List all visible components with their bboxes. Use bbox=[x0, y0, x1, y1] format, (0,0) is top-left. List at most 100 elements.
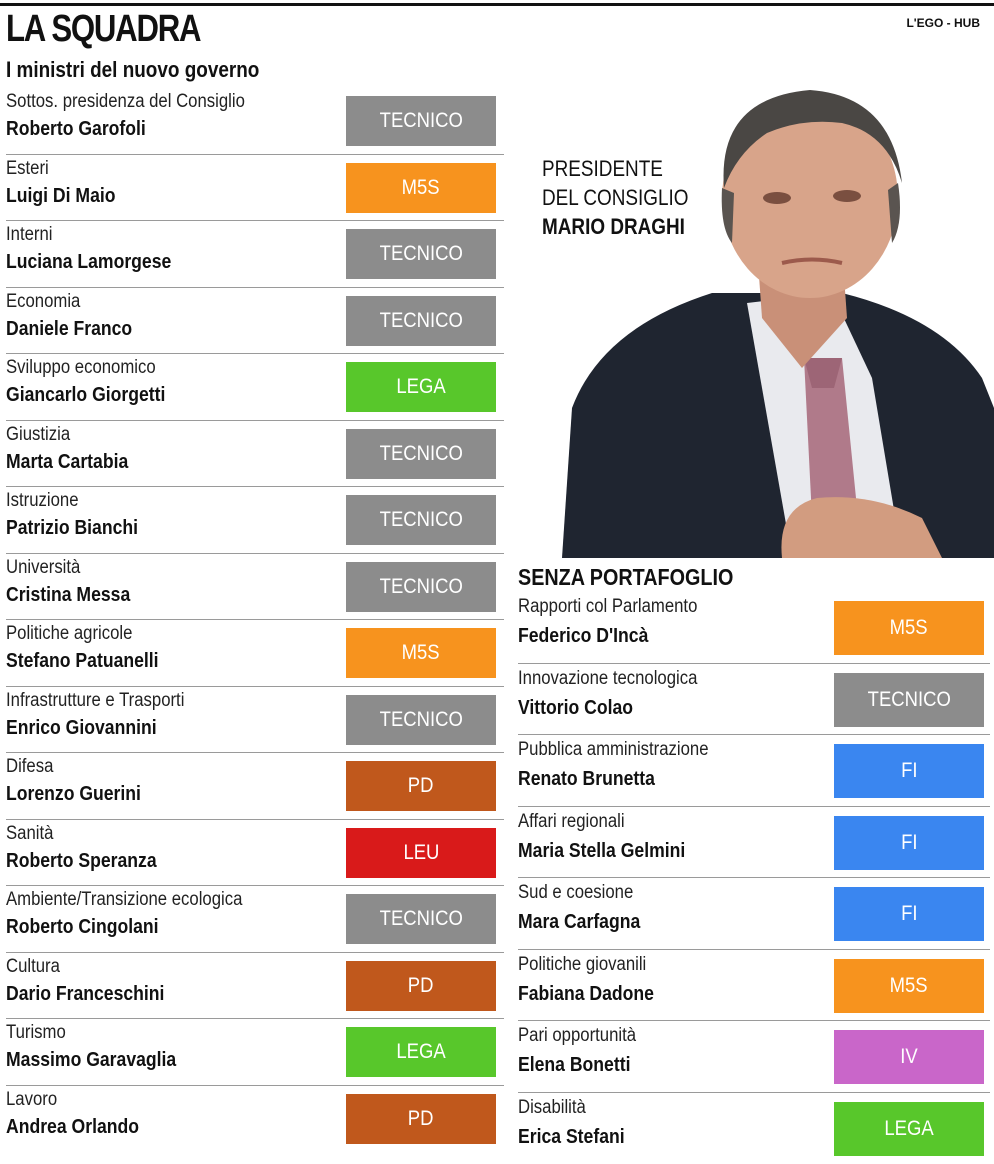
party-label: TECNICO bbox=[379, 508, 462, 532]
minister-name: Maria Stella Gelmini bbox=[518, 840, 685, 863]
minister-name: Luciana Lamorgese bbox=[6, 251, 171, 274]
party-label: M5S bbox=[890, 616, 928, 640]
minister-row: Cultura Dario Franceschini PD bbox=[6, 953, 504, 1020]
party-badge: PD bbox=[346, 761, 496, 811]
party-label: TECNICO bbox=[379, 109, 462, 133]
party-badge: TECNICO bbox=[346, 495, 496, 545]
minister-role: Esteri bbox=[6, 158, 49, 180]
minister-name: Roberto Garofoli bbox=[6, 118, 146, 141]
president-label: PRESIDENTE DEL CONSIGLIO MARIO DRAGHI bbox=[542, 154, 688, 241]
minister-name: Elena Bonetti bbox=[518, 1054, 630, 1077]
party-label: PD bbox=[408, 974, 434, 998]
minister-role: Politiche agricole bbox=[6, 623, 132, 645]
party-label: FI bbox=[901, 902, 917, 926]
party-label: TECNICO bbox=[379, 309, 462, 333]
party-label: LEU bbox=[403, 841, 439, 865]
minister-name: Daniele Franco bbox=[6, 318, 132, 341]
minister-role: Economia bbox=[6, 291, 80, 313]
party-badge: TECNICO bbox=[346, 429, 496, 479]
party-label: TECNICO bbox=[379, 708, 462, 732]
minister-row: Pubblica amministrazione Renato Brunetta F… bbox=[518, 735, 990, 807]
minister-role: Interni bbox=[6, 224, 52, 246]
minister-role: Difesa bbox=[6, 756, 53, 778]
president-name: MARIO DRAGHI bbox=[542, 212, 688, 241]
president-label-line2: DEL CONSIGLIO bbox=[542, 183, 688, 212]
party-badge: M5S bbox=[346, 163, 496, 213]
party-label: TECNICO bbox=[379, 575, 462, 599]
minister-row: Affari regionali Maria Stella Gelmini FI bbox=[518, 807, 990, 879]
party-badge: PD bbox=[346, 961, 496, 1011]
minister-row: Difesa Lorenzo Guerini PD bbox=[6, 753, 504, 820]
minister-role: Giustizia bbox=[6, 424, 70, 446]
minister-row: Sottos. presidenza del Consiglio Roberto … bbox=[6, 88, 504, 155]
party-label: LEGA bbox=[396, 375, 445, 399]
party-label: PD bbox=[408, 774, 434, 798]
minister-name: Fabiana Dadone bbox=[518, 983, 654, 1006]
minister-name: Federico D'Incà bbox=[518, 625, 648, 648]
minister-name: Stefano Patuanelli bbox=[6, 650, 159, 673]
minister-role: Sviluppo economico bbox=[6, 357, 156, 379]
minister-role: Università bbox=[6, 557, 80, 579]
party-badge: LEGA bbox=[834, 1102, 984, 1156]
party-badge: TECNICO bbox=[346, 96, 496, 146]
minister-name: Patrizio Bianchi bbox=[6, 517, 138, 540]
minister-name: Giancarlo Giorgetti bbox=[6, 384, 165, 407]
minister-role: Innovazione tecnologica bbox=[518, 668, 697, 690]
party-badge: PD bbox=[346, 1094, 496, 1144]
party-badge: M5S bbox=[834, 601, 984, 655]
president-label-line1: PRESIDENTE bbox=[542, 154, 688, 183]
party-badge: LEU bbox=[346, 828, 496, 878]
party-label: TECNICO bbox=[867, 688, 950, 712]
party-label: TECNICO bbox=[379, 907, 462, 931]
party-badge: TECNICO bbox=[346, 296, 496, 346]
minister-name: Enrico Giovannini bbox=[6, 717, 157, 740]
minister-role: Pubblica amministrazione bbox=[518, 739, 709, 761]
party-badge: FI bbox=[834, 816, 984, 870]
minister-role: Sottos. presidenza del Consiglio bbox=[6, 91, 245, 113]
minister-name: Roberto Cingolani bbox=[6, 916, 159, 939]
party-label: IV bbox=[900, 1045, 917, 1069]
minister-row: Economia Daniele Franco TECNICO bbox=[6, 288, 504, 355]
minister-role: Affari regionali bbox=[518, 811, 625, 833]
party-badge: IV bbox=[834, 1030, 984, 1084]
party-badge: TECNICO bbox=[346, 894, 496, 944]
party-label: M5S bbox=[402, 176, 440, 200]
minister-role: Lavoro bbox=[6, 1089, 57, 1111]
minister-name: Luigi Di Maio bbox=[6, 185, 116, 208]
minister-row: Sviluppo economico Giancarlo Giorgetti LEG… bbox=[6, 354, 504, 421]
minister-row: Interni Luciana Lamorgese TECNICO bbox=[6, 221, 504, 288]
party-label: FI bbox=[901, 759, 917, 783]
party-label: FI bbox=[901, 831, 917, 855]
party-badge: TECNICO bbox=[834, 673, 984, 727]
minister-name: Dario Franceschini bbox=[6, 983, 164, 1006]
party-label: TECNICO bbox=[379, 442, 462, 466]
party-label: TECNICO bbox=[379, 242, 462, 266]
party-badge: LEGA bbox=[346, 362, 496, 412]
ministers-list: Sottos. presidenza del Consiglio Roberto … bbox=[6, 88, 504, 1152]
minister-role: Politiche giovanili bbox=[518, 954, 646, 976]
minister-name: Massimo Garavaglia bbox=[6, 1049, 176, 1072]
page-subtitle: I ministri del nuovo governo bbox=[6, 57, 259, 83]
party-label: LEGA bbox=[884, 1117, 933, 1141]
party-badge: LEGA bbox=[346, 1027, 496, 1077]
minister-role: Turismo bbox=[6, 1022, 66, 1044]
minister-name: Lorenzo Guerini bbox=[6, 783, 141, 806]
minister-role: Disabilità bbox=[518, 1097, 586, 1119]
minister-name: Renato Brunetta bbox=[518, 768, 655, 791]
party-badge: TECNICO bbox=[346, 562, 496, 612]
minister-role: Cultura bbox=[6, 956, 60, 978]
page-title: LA SQUADRA bbox=[6, 8, 200, 51]
